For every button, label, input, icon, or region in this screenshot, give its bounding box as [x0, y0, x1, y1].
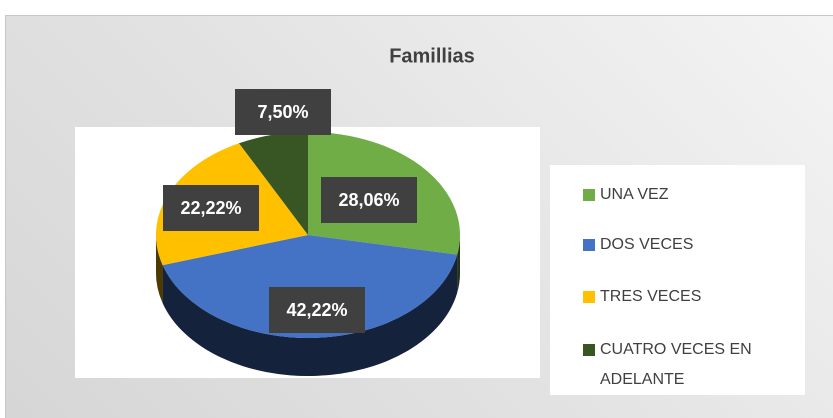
- data-label: 28,06%: [338, 190, 399, 210]
- slice-side-base: [156, 235, 163, 304]
- legend-item: TRES VECES: [583, 282, 815, 312]
- slice-side-base: [162, 254, 458, 376]
- legend-label: CUATRO VECES EN ADELANTE: [600, 341, 752, 388]
- legend-swatch: [583, 291, 595, 303]
- legend-label: UNA VEZ: [600, 186, 669, 203]
- slice-side: [156, 235, 163, 304]
- slice-side: [457, 235, 460, 293]
- legend-item: CUATRO VECES EN ADELANTE: [583, 335, 815, 395]
- slice-side: [162, 254, 458, 376]
- legend: UNA VEZ DOS VECES TRES VECES CUATRO VECES E…: [550, 165, 805, 395]
- legend-swatch: [583, 344, 595, 356]
- label-box: [235, 89, 331, 135]
- label-box: [269, 287, 365, 333]
- chart-title: Famillias: [389, 45, 475, 67]
- slice: [162, 235, 458, 338]
- data-label: 7,50%: [257, 102, 308, 122]
- legend-swatch: [583, 189, 595, 201]
- legend-label: DOS VECES: [600, 236, 694, 253]
- legend-item: DOS VECES: [583, 230, 815, 260]
- data-label: 22,22%: [180, 198, 241, 218]
- data-label: 42,22%: [286, 300, 347, 320]
- legend-label: TRES VECES: [600, 288, 702, 305]
- label-box: [321, 177, 417, 223]
- legend-item: UNA VEZ: [583, 180, 815, 210]
- slice: [238, 132, 308, 235]
- slice-side-base: [457, 235, 460, 293]
- label-box: [163, 185, 259, 231]
- legend-swatch: [583, 239, 595, 251]
